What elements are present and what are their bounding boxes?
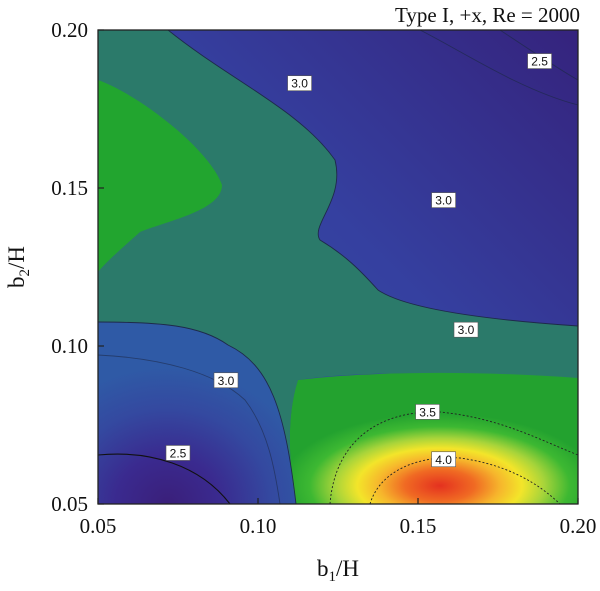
contour-label-text: 3.0 bbox=[435, 194, 452, 208]
contour-value-label: 3.0 bbox=[453, 321, 479, 338]
contour-label-box bbox=[415, 404, 440, 420]
contour-label-text: 2.5 bbox=[170, 446, 187, 460]
contour-fill bbox=[98, 30, 578, 504]
contour-label-box bbox=[431, 451, 456, 468]
contour-value-label: 4.0 bbox=[431, 451, 456, 468]
y-axis-label: b2/H bbox=[4, 246, 33, 288]
contour-value-label: 3.0 bbox=[213, 372, 239, 389]
contour-value-label: 3.0 bbox=[431, 192, 456, 208]
contour-label-box bbox=[431, 192, 456, 208]
contour-label-text: 3.0 bbox=[218, 374, 235, 388]
x-axis-label: b1/H bbox=[317, 556, 359, 585]
y-tick-label: 0.20 bbox=[51, 18, 88, 42]
contour-value-label: 2.5 bbox=[527, 53, 552, 69]
contour-label-box bbox=[287, 75, 312, 92]
y-tick-label: 0.15 bbox=[51, 176, 88, 200]
contour-label-box bbox=[453, 321, 479, 338]
y-tick-label: 0.05 bbox=[51, 492, 88, 516]
plot-frame bbox=[97, 29, 579, 505]
contour-label-box bbox=[165, 445, 191, 461]
contour-label-text: 3.5 bbox=[419, 405, 436, 419]
axis-ticks: 0.05 0.10 0.15 0.20 0.05 0.10 0.15 0.20 bbox=[51, 18, 596, 538]
contour-lines bbox=[98, 30, 578, 504]
contour-label-box bbox=[527, 53, 552, 69]
contour-value-label: 2.5 bbox=[165, 445, 191, 461]
contour-label-text: 3.0 bbox=[458, 323, 475, 337]
chart-title: Type I, +x, Re = 2000 bbox=[395, 3, 580, 27]
x-tick-label: 0.15 bbox=[400, 514, 437, 538]
contour-value-label: 3.0 bbox=[287, 75, 312, 92]
contour-label-text: 2.5 bbox=[531, 55, 548, 69]
x-tick-label: 0.10 bbox=[240, 514, 277, 538]
contour-label-box bbox=[213, 372, 239, 389]
y-tick-label: 0.10 bbox=[51, 334, 88, 358]
x-tick-label: 0.20 bbox=[560, 514, 597, 538]
contour-label-text: 4.0 bbox=[435, 453, 452, 467]
x-tick-label: 0.05 bbox=[80, 514, 117, 538]
contour-value-label: 3.5 bbox=[415, 404, 440, 420]
contour-labels: 2.5 3.0 3.0 3.0 3.0 2.5 3.5 4.0 bbox=[165, 53, 552, 468]
contour-label-text: 3.0 bbox=[291, 77, 308, 91]
